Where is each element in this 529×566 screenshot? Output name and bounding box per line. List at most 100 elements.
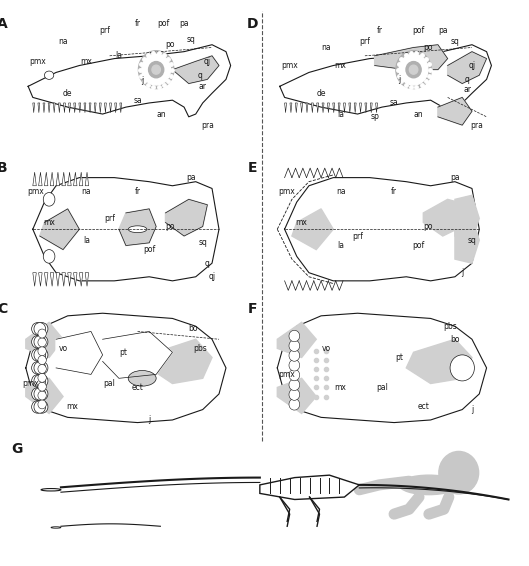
Polygon shape: [43, 103, 45, 113]
Text: de: de: [63, 89, 72, 98]
Polygon shape: [56, 332, 103, 375]
Text: prf: prf: [99, 27, 111, 35]
Polygon shape: [33, 103, 35, 113]
Text: pmx: pmx: [281, 61, 298, 70]
Text: pa: pa: [438, 27, 448, 35]
Polygon shape: [94, 103, 96, 113]
Text: sp: sp: [370, 112, 379, 121]
Text: fr: fr: [134, 19, 141, 28]
Polygon shape: [438, 97, 472, 125]
Text: po: po: [166, 40, 175, 49]
Ellipse shape: [41, 488, 61, 491]
Circle shape: [439, 452, 479, 494]
Polygon shape: [317, 103, 318, 113]
Polygon shape: [285, 103, 287, 113]
Text: po: po: [423, 43, 433, 52]
Ellipse shape: [43, 192, 55, 206]
Polygon shape: [99, 103, 101, 113]
Ellipse shape: [128, 226, 147, 233]
Polygon shape: [44, 172, 48, 186]
Ellipse shape: [399, 475, 459, 495]
Polygon shape: [312, 103, 313, 113]
Polygon shape: [79, 172, 83, 186]
Text: fr: fr: [391, 187, 397, 196]
Circle shape: [289, 379, 300, 391]
Circle shape: [149, 62, 164, 78]
Text: mx: mx: [335, 61, 346, 70]
Text: na: na: [81, 187, 91, 196]
Polygon shape: [84, 103, 86, 113]
Polygon shape: [26, 313, 226, 423]
Text: j: j: [471, 405, 473, 414]
Polygon shape: [455, 218, 479, 263]
Polygon shape: [38, 103, 40, 113]
Circle shape: [34, 401, 45, 413]
Ellipse shape: [44, 71, 54, 79]
Polygon shape: [365, 103, 367, 113]
Circle shape: [399, 54, 428, 85]
Text: pa: pa: [186, 173, 196, 182]
Text: pbs: pbs: [194, 344, 207, 353]
Polygon shape: [375, 45, 448, 70]
Polygon shape: [79, 103, 81, 113]
Text: sq: sq: [451, 37, 459, 46]
Polygon shape: [85, 273, 89, 286]
Text: pbs: pbs: [443, 321, 457, 331]
Polygon shape: [56, 273, 60, 286]
Polygon shape: [277, 313, 487, 423]
Polygon shape: [89, 103, 91, 113]
Circle shape: [37, 349, 48, 361]
Text: pa: pa: [450, 173, 460, 182]
Polygon shape: [110, 103, 112, 113]
Polygon shape: [63, 103, 66, 113]
Text: vo: vo: [59, 344, 68, 353]
Text: F: F: [248, 302, 258, 316]
Text: pof: pof: [143, 245, 156, 254]
Polygon shape: [53, 103, 55, 113]
Text: la: la: [337, 110, 344, 118]
Text: ect: ect: [132, 383, 143, 392]
Text: pmx: pmx: [27, 187, 43, 196]
Text: na: na: [336, 187, 345, 196]
Polygon shape: [280, 45, 491, 117]
Polygon shape: [50, 172, 54, 186]
Text: bo: bo: [189, 324, 198, 333]
Polygon shape: [119, 209, 156, 246]
Text: sq: sq: [187, 35, 196, 44]
Circle shape: [38, 400, 47, 409]
Text: pt: pt: [395, 353, 403, 362]
Circle shape: [38, 365, 47, 374]
Polygon shape: [172, 56, 219, 84]
Polygon shape: [448, 52, 487, 84]
Circle shape: [289, 359, 300, 371]
Circle shape: [32, 362, 43, 374]
Circle shape: [32, 323, 43, 335]
Text: pof: pof: [412, 27, 425, 35]
Circle shape: [34, 375, 45, 387]
Circle shape: [38, 347, 47, 355]
Text: pmx: pmx: [279, 370, 295, 379]
Polygon shape: [68, 273, 71, 286]
Text: pmx: pmx: [22, 379, 39, 388]
Text: mx: mx: [67, 402, 78, 411]
Ellipse shape: [51, 527, 61, 528]
Polygon shape: [44, 273, 48, 286]
Circle shape: [38, 391, 47, 400]
Circle shape: [289, 350, 300, 361]
Circle shape: [37, 375, 48, 387]
Text: D: D: [247, 17, 259, 31]
Polygon shape: [455, 195, 479, 240]
Circle shape: [289, 389, 300, 400]
Circle shape: [289, 398, 300, 410]
Polygon shape: [33, 178, 219, 281]
Circle shape: [32, 349, 43, 361]
Text: qj: qj: [204, 57, 211, 66]
Text: mx: mx: [80, 57, 92, 66]
Polygon shape: [120, 103, 122, 113]
Circle shape: [38, 338, 47, 347]
Polygon shape: [322, 103, 324, 113]
Circle shape: [37, 388, 48, 400]
Polygon shape: [376, 103, 378, 113]
Text: bo: bo: [450, 335, 460, 344]
Polygon shape: [50, 273, 54, 286]
